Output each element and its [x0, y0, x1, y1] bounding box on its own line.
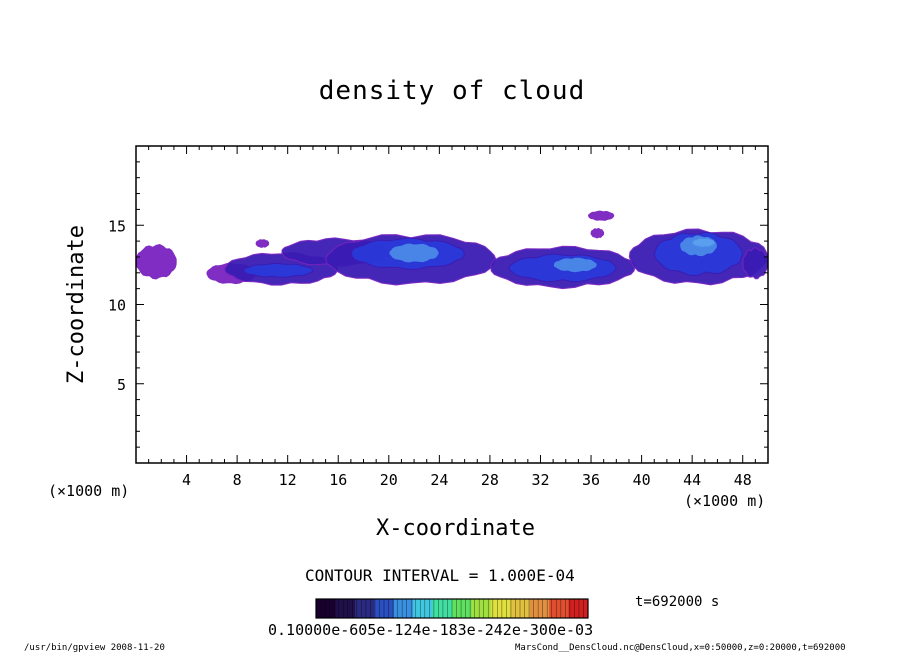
- plot-frame: [135, 145, 769, 464]
- y-tick-label: 5: [117, 376, 126, 394]
- cloud-region: [135, 243, 177, 280]
- cloud-region: [587, 210, 615, 221]
- chart-title: density of cloud: [318, 76, 586, 106]
- colorbar-cell: [490, 599, 511, 618]
- footer-file-label: MarsCond__DensCloud.nc@DensCloud,x=0:500…: [515, 643, 846, 653]
- cloud-region: [552, 256, 598, 274]
- colorbar-cell: [354, 599, 375, 618]
- x-tick-label: 20: [380, 471, 398, 489]
- x-axis-label: X-coordinate: [376, 516, 535, 541]
- colorbar-tick-labels: 0.10000e-605e-124e-183e-242e-300e-03: [268, 621, 594, 639]
- colorbar-cell: [549, 599, 570, 618]
- colorbar-cell: [413, 599, 434, 618]
- x-tick-label: 16: [329, 471, 347, 489]
- cloud-region: [243, 262, 314, 278]
- colorbar-cell: [432, 599, 453, 618]
- x-unit-label-left: (×1000 m): [48, 482, 130, 500]
- cloud-region: [388, 242, 440, 264]
- colorbar-cell: [393, 599, 414, 618]
- y-tick-label: 10: [108, 297, 126, 315]
- x-tick-label: 28: [481, 471, 499, 489]
- x-tick-label: 44: [683, 471, 701, 489]
- colorbar-cell: [529, 599, 550, 618]
- cloud-region: [255, 239, 270, 248]
- colorbar-cell: [316, 599, 336, 618]
- cloud-region: [742, 246, 769, 280]
- cloud-region: [691, 237, 716, 248]
- x-tick-label: 12: [279, 471, 297, 489]
- x-unit-label-right: (×1000 m): [684, 492, 766, 510]
- x-tick-label: 4: [182, 471, 191, 489]
- colorbar-frame: [315, 598, 589, 619]
- colorbar-cell: [452, 599, 472, 618]
- x-tick-label: 32: [531, 471, 549, 489]
- x-tick-label: 48: [734, 471, 752, 489]
- x-tick-label: 36: [582, 471, 600, 489]
- time-label: t=692000 s: [635, 594, 720, 610]
- x-tick-label: 24: [430, 471, 448, 489]
- colorbar-cell: [568, 599, 589, 618]
- x-tick-label: 40: [633, 471, 651, 489]
- colorbar-cell: [335, 599, 356, 618]
- footer-command-label: /usr/bin/gpview 2008-11-20: [24, 643, 165, 653]
- cloud-region: [590, 227, 605, 239]
- contour-interval-label: CONTOUR INTERVAL = 1.000E-04: [305, 566, 575, 585]
- colorbar-cell: [471, 599, 492, 618]
- y-axis-label: Z-coordinate: [64, 225, 89, 384]
- y-tick-label: 15: [108, 217, 126, 235]
- x-tick-label: 8: [233, 471, 242, 489]
